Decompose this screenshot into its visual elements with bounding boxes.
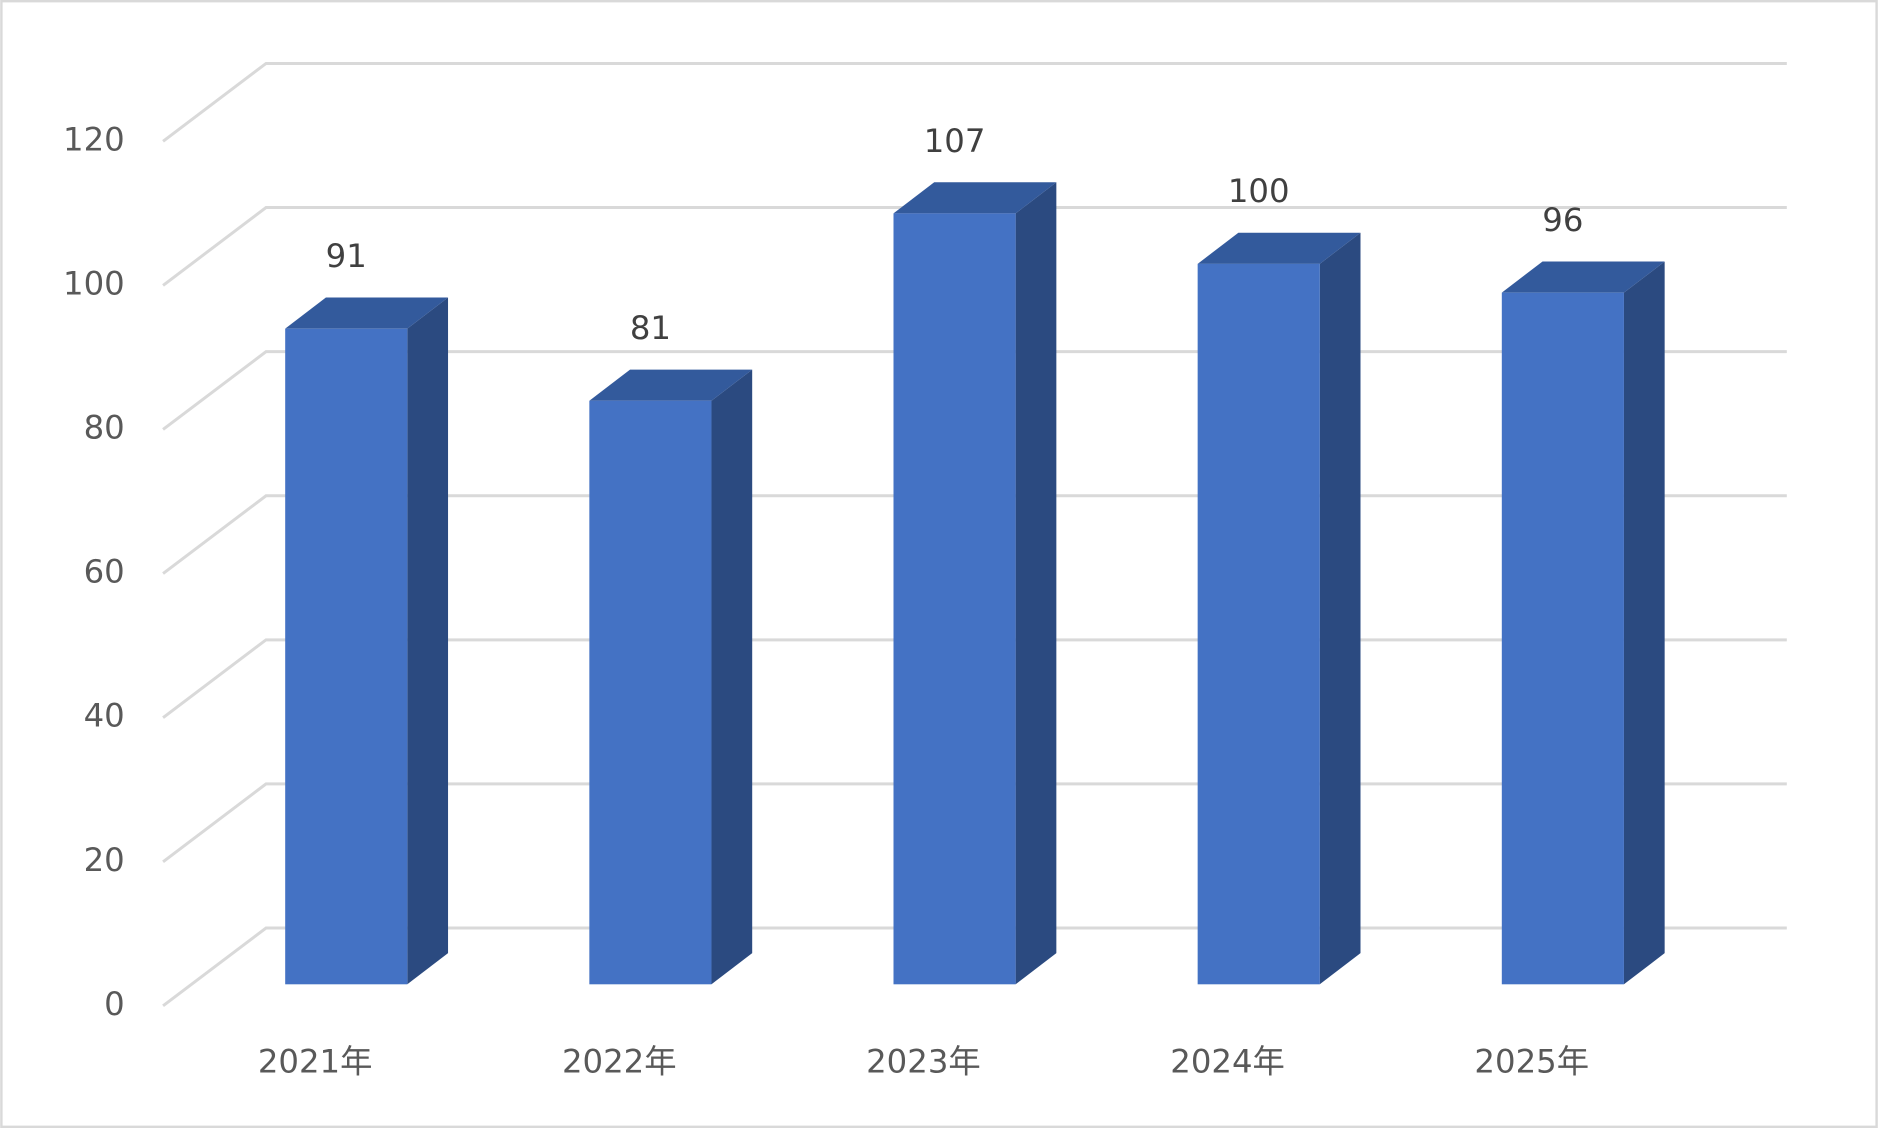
bar: [589, 400, 712, 985]
y-tick-label: 40: [84, 697, 125, 735]
y-tick-label: 60: [84, 553, 125, 591]
bar: [1197, 263, 1320, 985]
y-tick-label: 80: [84, 408, 125, 446]
x-tick-label: 2024年: [1170, 1042, 1285, 1080]
bar-top: [1501, 261, 1665, 293]
value-label: 91: [326, 237, 367, 275]
x-tick-label: 2022年: [562, 1042, 677, 1080]
bar-side: [1623, 261, 1665, 985]
value-label: 100: [1228, 172, 1290, 210]
y-tick-label: 120: [63, 120, 125, 158]
value-label: 96: [1542, 201, 1583, 239]
bar-top: [285, 297, 449, 329]
value-label: 107: [924, 122, 986, 160]
x-tick-label: 2023年: [866, 1042, 981, 1080]
bar-top: [893, 182, 1057, 214]
bar: [893, 213, 1016, 985]
bar: [285, 328, 408, 985]
x-tick-label: 2025年: [1474, 1042, 1589, 1080]
y-tick-label: 20: [84, 841, 125, 879]
value-label: 81: [630, 309, 671, 347]
bar-side: [407, 297, 449, 985]
grid-line: [162, 61, 1787, 143]
bar-side: [1319, 232, 1361, 985]
bar-side: [711, 369, 753, 985]
bar-side: [1015, 182, 1057, 985]
bar-top: [1197, 232, 1361, 264]
y-tick-label: 100: [63, 264, 125, 302]
x-tick-label: 2021年: [258, 1042, 373, 1080]
grid-line: [162, 206, 1787, 287]
bar-top: [589, 369, 753, 401]
bar: [1501, 292, 1624, 985]
y-tick-label: 0: [104, 985, 125, 1023]
